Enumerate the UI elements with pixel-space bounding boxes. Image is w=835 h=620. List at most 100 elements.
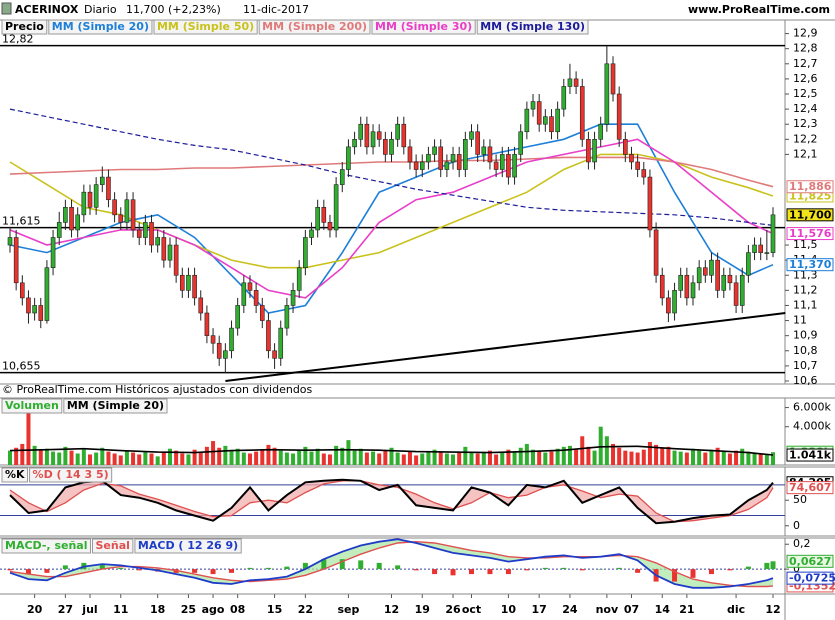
- histogram-bar: [764, 562, 770, 570]
- candle-body: [155, 237, 160, 246]
- volume-bar: [660, 447, 665, 465]
- candle-body: [758, 244, 763, 253]
- volume-bar: [414, 455, 419, 465]
- value-tag: [786, 554, 834, 568]
- legend-box: [1, 19, 48, 35]
- candle-body: [727, 274, 733, 284]
- candle-body: [401, 123, 407, 148]
- volume-bar: [260, 449, 265, 465]
- histogram-bar: [265, 567, 271, 570]
- volume-bar: [715, 447, 720, 465]
- symbol-icon: [1, 2, 12, 15]
- candle-body: [352, 139, 357, 148]
- histogram-bar: [745, 566, 751, 570]
- candle-body: [136, 229, 142, 238]
- y-tick-label: 11,2: [793, 283, 818, 296]
- value-tag: [786, 180, 834, 194]
- x-tick-label: 17: [532, 603, 547, 616]
- volume-bar: [469, 451, 474, 465]
- legend-box: [476, 19, 589, 35]
- value-tag-label: 74,607: [789, 481, 831, 494]
- volume-bar: [75, 453, 80, 465]
- candle-body: [364, 123, 370, 148]
- candle-body: [303, 237, 308, 269]
- histogram-bar: [247, 567, 253, 570]
- candle-body: [629, 154, 634, 163]
- candle-body: [592, 139, 597, 163]
- candle-body: [456, 154, 462, 170]
- candle-body: [149, 222, 154, 246]
- candle-body: [210, 335, 216, 344]
- volume-bar: [531, 449, 536, 465]
- y-tick-label: 12,3: [793, 117, 818, 130]
- candle-body: [463, 139, 468, 170]
- volume-bar: [401, 454, 406, 465]
- volume-bar: [629, 451, 634, 465]
- volume-bar: [155, 456, 160, 465]
- histogram-bar: [450, 569, 456, 576]
- volume-bar: [684, 452, 689, 465]
- volume-bar: [118, 455, 123, 465]
- volume-bar: [334, 445, 339, 465]
- histogram-bar: [321, 559, 327, 570]
- candle-body: [339, 169, 345, 185]
- moving-average: [9, 153, 774, 269]
- legend-entry: %D ( 14 3 5): [33, 468, 109, 481]
- candle-body: [659, 274, 665, 299]
- candle-body: [543, 116, 548, 125]
- volume-bar: [223, 445, 228, 465]
- volume-bar: [346, 440, 351, 465]
- candle-body: [696, 267, 702, 284]
- candle-body: [426, 154, 431, 163]
- legend-entry: Señal: [95, 539, 129, 552]
- candle-body: [739, 274, 745, 306]
- candle-body: [370, 131, 376, 148]
- y-tick-label: 12,9: [793, 27, 818, 40]
- x-tick-label: jul: [81, 603, 97, 616]
- volume-bar: [555, 448, 560, 465]
- candle-body: [567, 78, 573, 87]
- volume-bar: [494, 454, 499, 465]
- candle-body: [512, 154, 517, 178]
- candle-body: [770, 214, 776, 253]
- volume-bar: [106, 451, 111, 465]
- x-tick-label: sep: [337, 603, 359, 616]
- histogram-bar: [579, 569, 585, 571]
- candle-body: [561, 86, 567, 110]
- candle-body: [223, 350, 228, 359]
- candle-body: [721, 274, 727, 291]
- y-tick-label: 11: [793, 314, 807, 327]
- moving-average: [9, 156, 774, 188]
- candle-body: [192, 274, 197, 299]
- candle-body: [709, 259, 714, 276]
- candle-body: [598, 123, 604, 140]
- candle-body: [179, 274, 185, 291]
- volume-bar: [14, 447, 19, 465]
- volume-bar: [57, 452, 62, 465]
- volume-bar: [247, 453, 252, 465]
- histogram-bar: [770, 561, 776, 570]
- volume-bar: [617, 447, 622, 465]
- candle-body: [623, 139, 628, 155]
- candle-body: [346, 146, 351, 170]
- candle-body: [610, 63, 616, 95]
- volume-bar: [51, 451, 56, 465]
- candle-body: [63, 206, 68, 223]
- candle-body: [715, 259, 720, 291]
- volume-bar: [297, 449, 302, 465]
- candle-body: [586, 139, 591, 163]
- candle-body: [690, 282, 696, 299]
- volume-bar: [598, 426, 603, 465]
- candle-body: [253, 290, 259, 306]
- value-tag-label: 0,0627: [789, 555, 831, 568]
- volume-bar: [340, 447, 345, 465]
- candle-body: [579, 86, 585, 140]
- volume-bar: [580, 436, 585, 465]
- candle-body: [167, 244, 173, 261]
- volume-bar: [604, 436, 609, 465]
- candle-body: [143, 222, 148, 238]
- y-tick-label: 12,7: [793, 57, 818, 70]
- candle-body: [272, 350, 277, 359]
- volume-bar: [764, 454, 769, 465]
